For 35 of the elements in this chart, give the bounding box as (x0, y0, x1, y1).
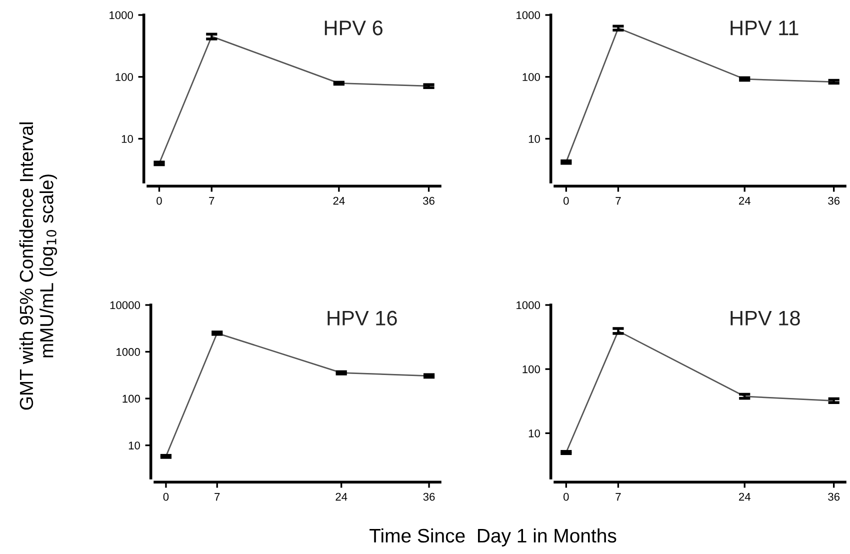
y-tick-label: 1000 (110, 11, 133, 20)
y-tick-label: 10 (122, 135, 133, 143)
y-tick-label: 100 (122, 394, 140, 403)
x-tick-label: 24 (333, 196, 345, 205)
chart-title: HPV 11 (730, 20, 798, 36)
chart-title: HPV 18 (730, 310, 800, 326)
x-tick-label: 7 (616, 492, 621, 501)
y-axis-title: GMT with 95% Confidence Interval mMU/mL (log$_{10}$ scale) (19, 122, 58, 410)
y-tick-label: 10 (528, 135, 540, 143)
y-tick-label: 1000 (116, 348, 140, 356)
x-tick-label: 24 (336, 492, 348, 501)
x-tick-label: 0 (564, 492, 569, 501)
x-tick-label: 7 (209, 196, 214, 205)
chart-title: HPV 6 (324, 20, 382, 36)
x-axis-title: Time Since Day 1 in Months (370, 528, 616, 546)
y-tick-label: 100 (522, 365, 540, 374)
chart-title: HPV 16 (328, 310, 397, 326)
x-tick-label: 36 (423, 196, 434, 205)
x-tick-label: 0 (163, 492, 169, 501)
y-tick-label: 100 (522, 73, 540, 82)
x-tick-label: 24 (738, 492, 750, 501)
x-tick-label: 7 (616, 196, 621, 205)
y-tick-label: 10 (128, 442, 140, 450)
y-tick-label: 100 (116, 73, 133, 82)
y-tick-label: 10 (528, 429, 540, 438)
x-tick-label: 24 (738, 196, 750, 205)
y-tick-label: 1000 (516, 11, 540, 20)
x-tick-label: 0 (564, 196, 569, 205)
x-tick-label: 36 (423, 492, 435, 501)
y-tick-label: 10000 (110, 301, 140, 310)
y-tick-label: 1000 (516, 301, 540, 310)
x-tick-label: 7 (214, 492, 220, 501)
x-tick-label: 36 (828, 196, 840, 205)
x-tick-label: 36 (828, 492, 840, 501)
x-tick-label: 0 (156, 196, 162, 205)
